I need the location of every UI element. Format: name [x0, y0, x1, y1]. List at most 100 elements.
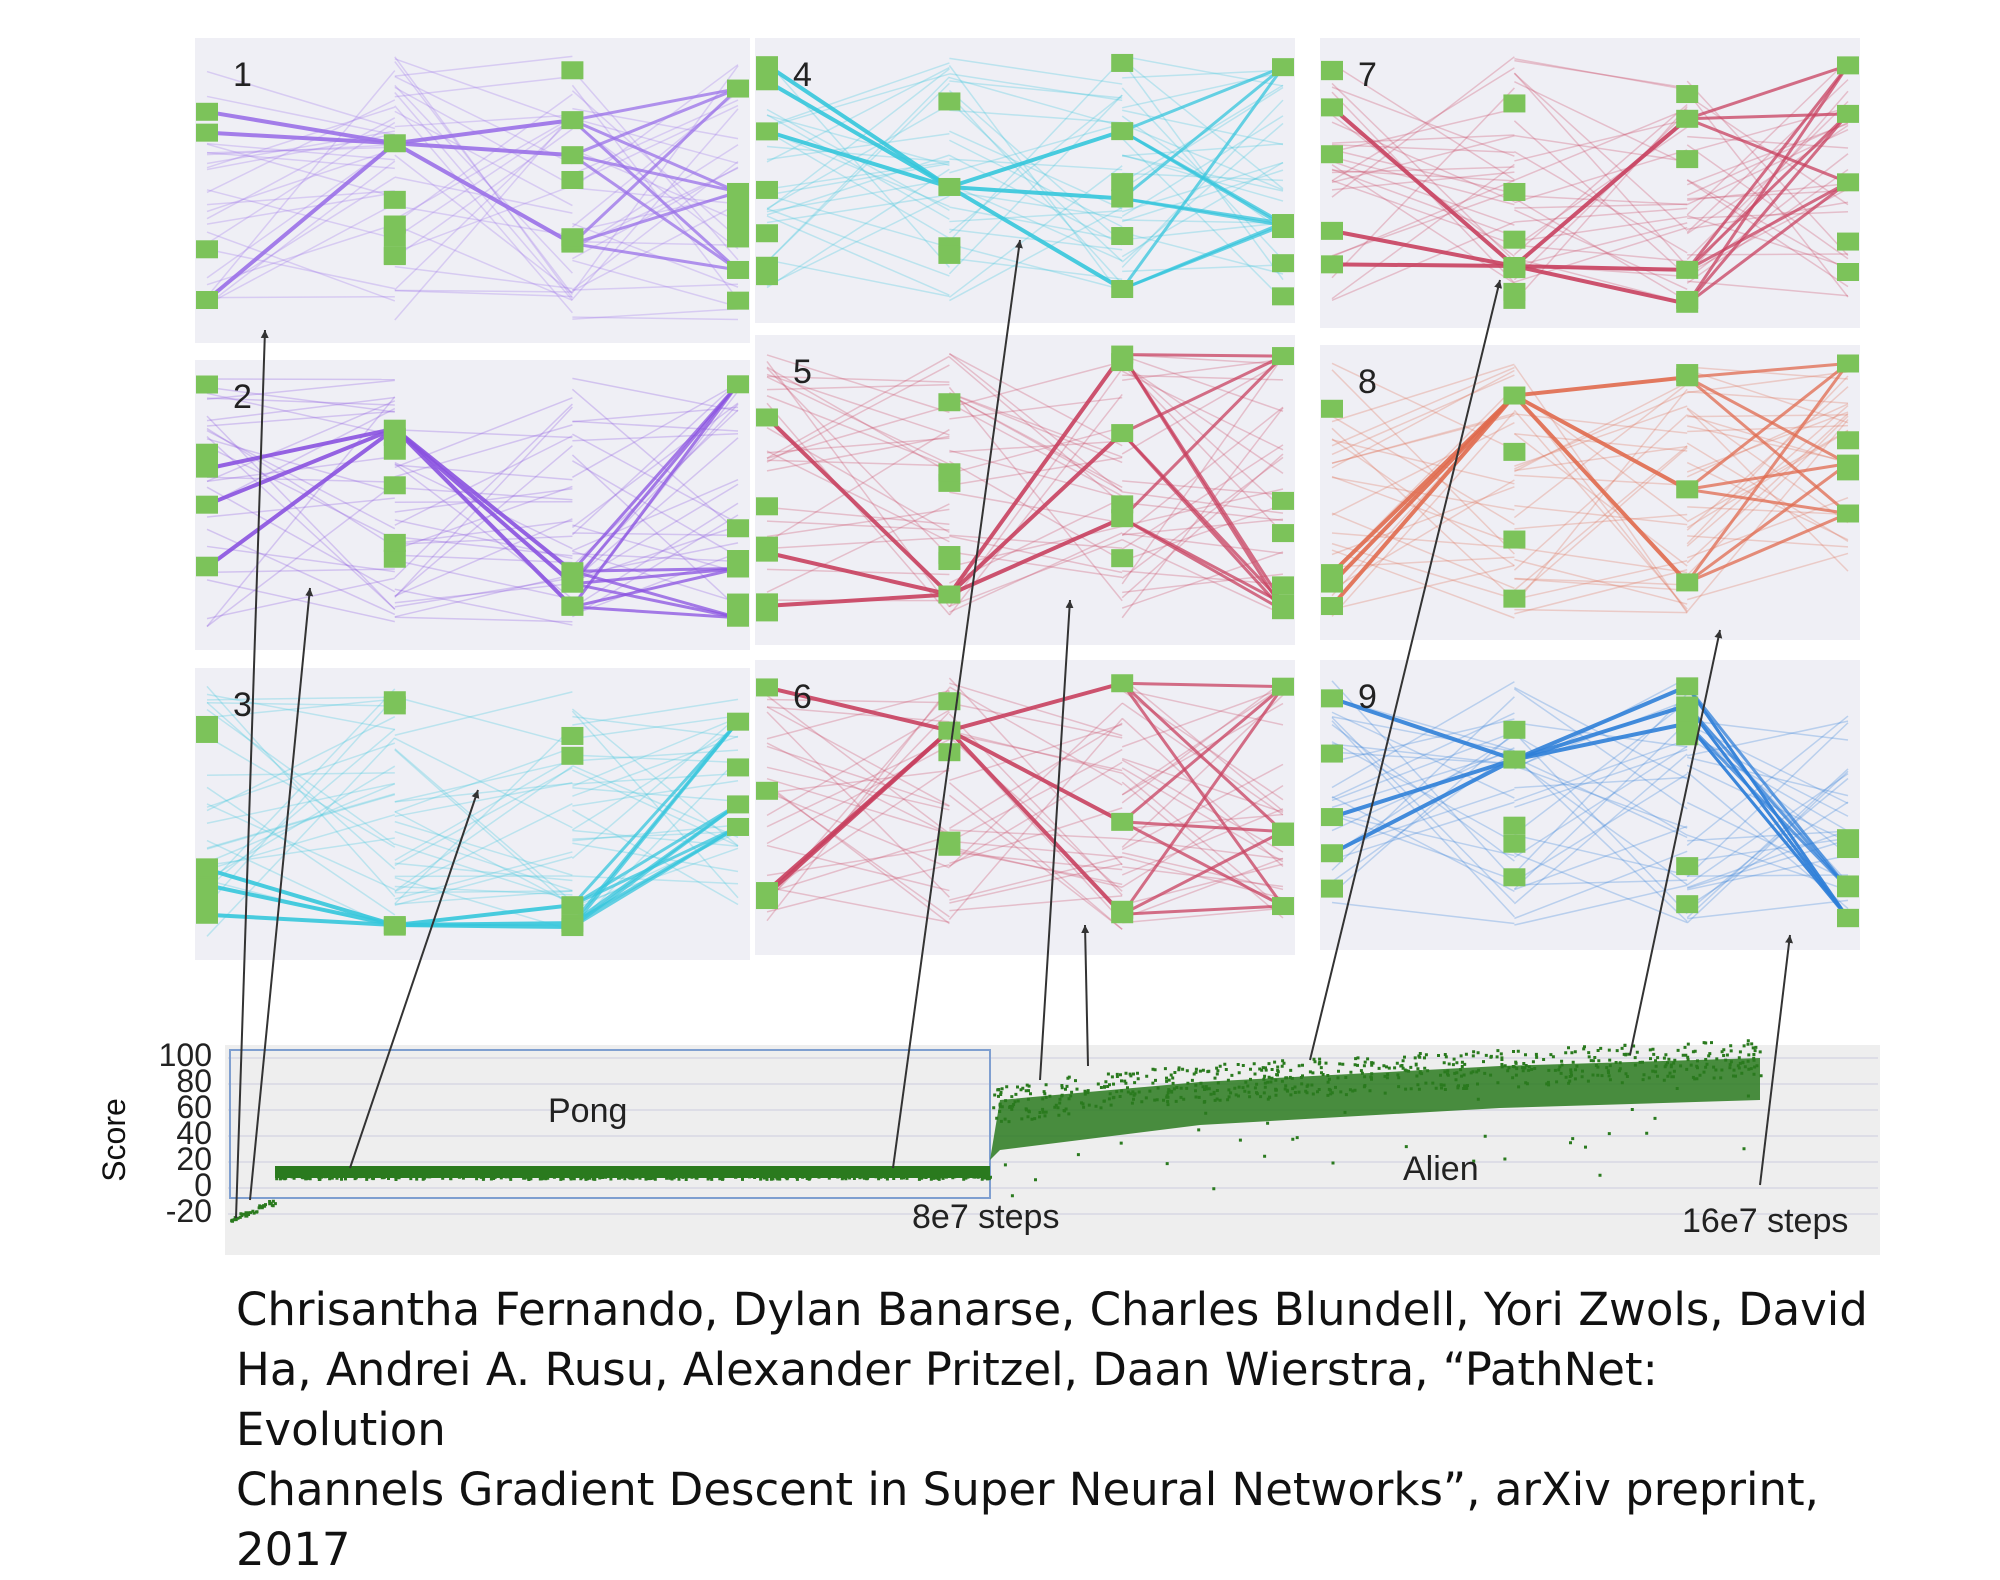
module-node	[384, 134, 406, 152]
module-node	[727, 375, 749, 393]
module-node	[1111, 424, 1133, 442]
panel-edge	[207, 297, 395, 298]
module-node	[938, 178, 960, 196]
module-node	[384, 216, 406, 234]
panel-number: 7	[1358, 56, 1377, 94]
module-node	[1272, 601, 1294, 619]
module-node	[1503, 183, 1525, 201]
module-node	[1676, 291, 1698, 309]
module-node	[561, 727, 583, 745]
module-node	[1837, 233, 1859, 251]
module-node	[1272, 347, 1294, 365]
pong-label: Pong	[548, 1092, 627, 1130]
module-node	[756, 782, 778, 800]
module-node	[1321, 62, 1343, 80]
module-node	[1321, 880, 1343, 898]
panel-edge	[1687, 254, 1848, 255]
module-node	[756, 891, 778, 909]
module-node	[1321, 844, 1343, 862]
module-node	[1111, 549, 1133, 567]
module-node	[1272, 524, 1294, 542]
citation: Chrisantha Fernando, Dylan Banarse, Char…	[236, 1280, 1876, 1580]
module-node	[727, 292, 749, 310]
module-node	[727, 200, 749, 218]
module-node	[756, 537, 778, 555]
citation-line-2: Ha, Andrei A. Rusu, Alexander Pritzel, D…	[236, 1343, 1658, 1456]
module-node	[561, 111, 583, 129]
module-node	[1503, 817, 1525, 835]
module-node	[561, 228, 583, 246]
module-node	[727, 594, 749, 612]
module-node	[1837, 504, 1859, 522]
module-node	[1837, 431, 1859, 449]
module-node	[938, 586, 960, 604]
module-node	[1272, 576, 1294, 594]
module-node	[1321, 745, 1343, 763]
score-axis-label: Score	[96, 1098, 132, 1182]
module-node	[1676, 727, 1698, 745]
module-node	[1503, 721, 1525, 739]
module-node	[561, 146, 583, 164]
module-node	[1837, 875, 1859, 893]
panel-path-edge	[1122, 355, 1283, 357]
module-node	[938, 722, 960, 740]
module-node	[384, 428, 406, 446]
module-node	[1321, 255, 1343, 273]
module-node	[1111, 189, 1133, 207]
module-node	[1272, 254, 1294, 272]
module-node	[938, 92, 960, 110]
module-node	[938, 246, 960, 264]
module-node	[1837, 829, 1859, 847]
module-node	[727, 519, 749, 537]
module-node	[727, 550, 749, 568]
module-node	[1111, 280, 1133, 298]
module-node	[1111, 122, 1133, 140]
module-node	[1503, 260, 1525, 278]
module-node	[1503, 387, 1525, 405]
module-node	[1272, 492, 1294, 510]
module-node	[1676, 857, 1698, 875]
panel-number: 8	[1358, 363, 1377, 401]
module-node	[727, 758, 749, 776]
module-node	[727, 80, 749, 98]
score-plot: Score 100 80 60 40 20 0 -20 Pong Alien 8…	[96, 1037, 1880, 1255]
panel-background	[755, 38, 1295, 323]
module-node	[1676, 677, 1698, 695]
module-node	[1837, 56, 1859, 74]
module-node	[1676, 364, 1698, 382]
module-node	[756, 56, 778, 74]
module-node	[1676, 150, 1698, 168]
module-node	[196, 376, 218, 394]
module-node	[1272, 828, 1294, 846]
panel-5: 5	[755, 335, 1295, 645]
panel-number: 9	[1358, 678, 1377, 716]
panel-number: 3	[233, 686, 252, 724]
module-node	[1321, 222, 1343, 240]
module-node	[561, 747, 583, 765]
module-node	[561, 575, 583, 593]
module-node	[196, 858, 218, 876]
panel-2: 2	[195, 360, 750, 650]
module-node	[1111, 495, 1133, 513]
panel-number: 1	[233, 56, 252, 94]
module-node	[384, 918, 406, 936]
ytick-minus-20: -20	[166, 1193, 212, 1229]
module-node	[727, 183, 749, 201]
module-node	[1837, 909, 1859, 927]
module-node	[727, 818, 749, 836]
citation-line-1: Chrisantha Fernando, Dylan Banarse, Char…	[236, 1283, 1868, 1336]
module-node	[756, 408, 778, 426]
module-node	[1837, 462, 1859, 480]
module-node	[1503, 868, 1525, 886]
module-node	[1321, 400, 1343, 418]
module-node	[1503, 443, 1525, 461]
module-node	[384, 696, 406, 714]
pong-score-band	[275, 1166, 990, 1178]
panel-6: 6	[755, 660, 1295, 955]
module-node	[1503, 590, 1525, 608]
module-node	[196, 460, 218, 478]
module-node	[727, 713, 749, 731]
panel-path-edge	[1332, 264, 1514, 266]
module-node	[561, 171, 583, 189]
module-node	[196, 557, 218, 575]
